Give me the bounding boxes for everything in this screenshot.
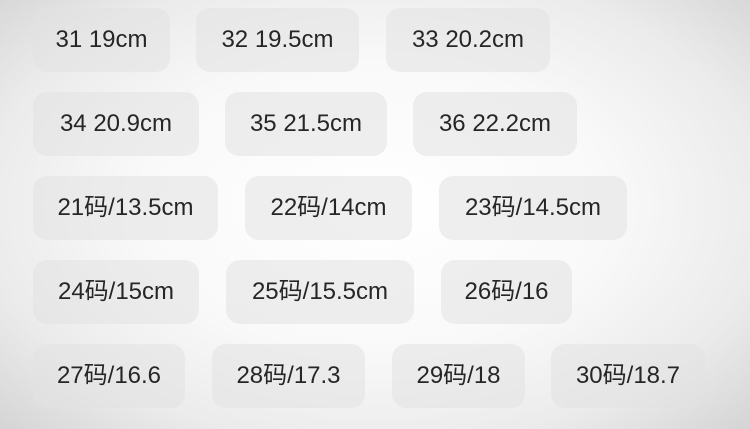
size-option-label: 35 21.5cm: [249, 110, 363, 137]
size-option-26[interactable]: 26码/16: [441, 260, 572, 324]
size-option-label: 28码/17.3: [236, 362, 341, 389]
size-option-33[interactable]: 33 20.2cm: [386, 8, 550, 72]
size-option-label: 21码/13.5cm: [57, 194, 194, 221]
size-option-label: 23码/14.5cm: [464, 194, 602, 221]
size-option-label: 30码/18.7: [575, 362, 681, 389]
size-option-25[interactable]: 25码/15.5cm: [226, 260, 414, 324]
size-option-label: 22码/14cm: [270, 194, 387, 221]
size-option-label: 24码/15cm: [57, 278, 175, 305]
size-option-label: 31 19cm: [55, 26, 148, 53]
size-option-label: 26码/16: [464, 278, 549, 305]
size-option-34[interactable]: 34 20.9cm: [33, 92, 199, 156]
size-option-24[interactable]: 24码/15cm: [33, 260, 199, 324]
size-option-23[interactable]: 23码/14.5cm: [439, 176, 627, 240]
size-option-30[interactable]: 30码/18.7: [551, 344, 705, 408]
size-option-36[interactable]: 36 22.2cm: [413, 92, 577, 156]
size-option-22[interactable]: 22码/14cm: [245, 176, 412, 240]
size-option-28[interactable]: 28码/17.3: [212, 344, 365, 408]
size-option-label: 32 19.5cm: [221, 26, 334, 53]
size-option-32[interactable]: 32 19.5cm: [196, 8, 359, 72]
size-option-35[interactable]: 35 21.5cm: [225, 92, 387, 156]
size-option-label: 36 22.2cm: [438, 110, 552, 137]
size-option-31[interactable]: 31 19cm: [33, 8, 170, 72]
size-option-label: 33 20.2cm: [411, 26, 525, 53]
size-option-29[interactable]: 29码/18: [392, 344, 525, 408]
size-option-27[interactable]: 27码/16.6: [33, 344, 185, 408]
size-option-label: 29码/18: [416, 362, 501, 389]
size-option-label: 27码/16.6: [56, 362, 162, 389]
size-option-label: 34 20.9cm: [59, 110, 173, 137]
size-option-21[interactable]: 21码/13.5cm: [33, 176, 218, 240]
size-option-label: 25码/15.5cm: [251, 278, 389, 305]
